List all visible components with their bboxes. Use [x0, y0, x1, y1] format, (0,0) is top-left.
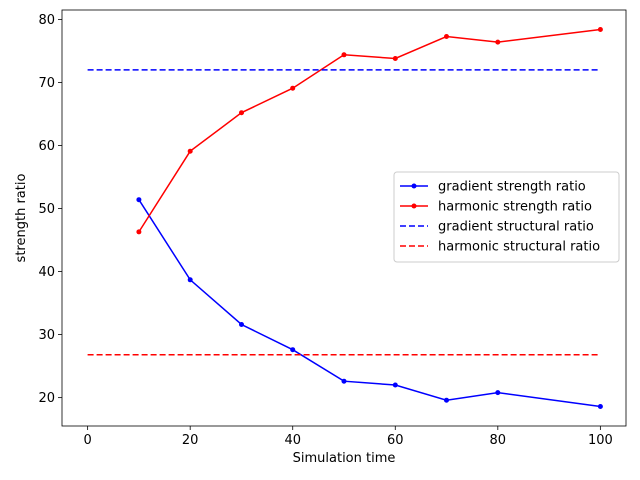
legend-marker-1 — [411, 203, 417, 209]
series-0-point-6 — [444, 397, 449, 403]
series-0-point-4 — [341, 378, 347, 384]
series-1-point-1 — [187, 148, 193, 154]
plot-area — [87, 27, 603, 409]
legend-label-0: gradient strength ratio — [438, 180, 586, 195]
y-tick-label-2: 40 — [38, 265, 55, 280]
series-1-point-8 — [597, 27, 603, 32]
y-tick-label-4: 60 — [38, 139, 55, 154]
series-0-point-2 — [239, 322, 244, 327]
series-1-point-7 — [495, 39, 501, 45]
series-0-point-3 — [290, 347, 296, 353]
x-tick-label-4: 80 — [490, 433, 507, 448]
legend: gradient strength ratio harmonic strength… — [393, 171, 620, 263]
legend-label-3: harmonic structural ratio — [438, 240, 600, 255]
y-tick-label-1: 30 — [38, 328, 55, 343]
axes: 0 20 40 60 80 100 20 30 40 50 60 70 80 — [38, 9, 627, 448]
series-1-point-5 — [392, 56, 398, 61]
series-1-point-0 — [136, 229, 142, 235]
x-tick-label-3: 60 — [387, 433, 404, 448]
series-1-point-6 — [444, 34, 449, 39]
series-0-point-8 — [597, 404, 603, 409]
legend-marker-0 — [411, 183, 417, 189]
series-0-point-1 — [187, 277, 193, 283]
series-0-point-7 — [495, 390, 501, 396]
x-tick-label-0: 0 — [83, 433, 91, 448]
x-axis-label: Simulation time — [293, 451, 396, 466]
series-1-point-4 — [341, 52, 347, 58]
x-tick-label-1: 20 — [182, 433, 199, 448]
series-1-point-3 — [290, 85, 296, 91]
series-0-point-0 — [136, 197, 142, 203]
x-tick-label-5: 100 — [588, 433, 613, 448]
legend-label-2: gradient structural ratio — [438, 220, 594, 235]
series-0-point-5 — [392, 382, 398, 388]
legend-box — [393, 171, 620, 263]
series-1-point-2 — [239, 110, 244, 116]
axes-frame — [61, 9, 627, 427]
y-tick-label-5: 70 — [38, 76, 55, 91]
y-axis-label: strength ratio — [14, 174, 29, 263]
y-tick-label-3: 50 — [38, 202, 55, 217]
y-tick-label-6: 80 — [38, 13, 55, 28]
y-tick-label-0: 20 — [38, 391, 55, 406]
x-tick-label-2: 40 — [284, 433, 301, 448]
legend-label-1: harmonic strength ratio — [438, 200, 592, 215]
